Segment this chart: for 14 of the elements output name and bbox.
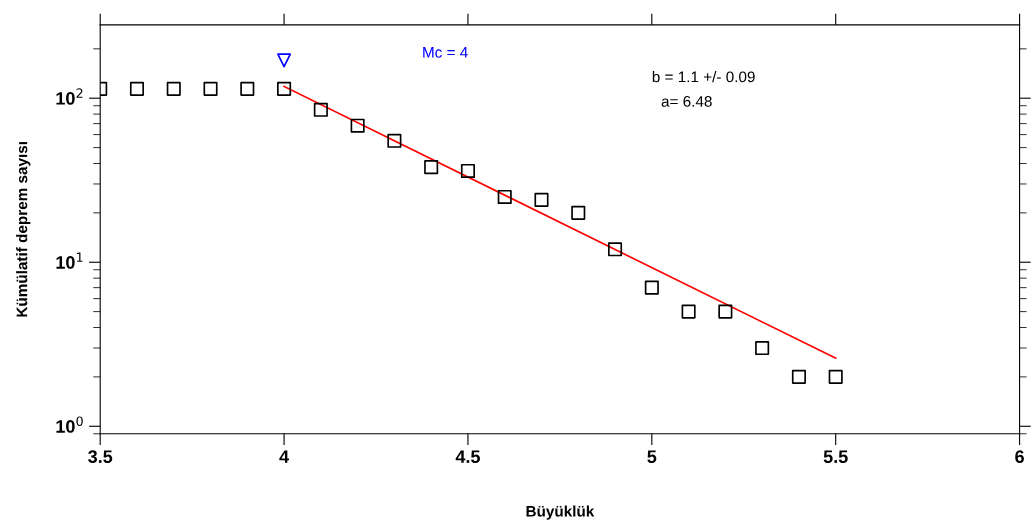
y-tick-label: 10$^{2}$ (56, 88, 83, 105)
y-tick-label: 10$^{1}$ (56, 252, 83, 269)
y-tick-label: 10$^{0}$ (56, 416, 83, 433)
x-tick-label: 6 (1015, 450, 1024, 464)
annotation: a= 6.48 (661, 95, 712, 107)
x-tick-label: 4 (279, 450, 289, 463)
annotation: b = 1.1 +/- 0.09 (652, 71, 755, 83)
x-tick-label: 3.5 (88, 450, 113, 464)
annotation: Mc = 4 (423, 47, 468, 58)
x-axis-title: Büyüklük (526, 505, 595, 520)
x-tick-label: 5 (647, 450, 657, 464)
x-tick-label: 4.5 (455, 450, 480, 464)
y-axis-title: Kümülatif deprem sayısı (16, 142, 31, 317)
x-tick-label: 5.5 (823, 450, 848, 464)
